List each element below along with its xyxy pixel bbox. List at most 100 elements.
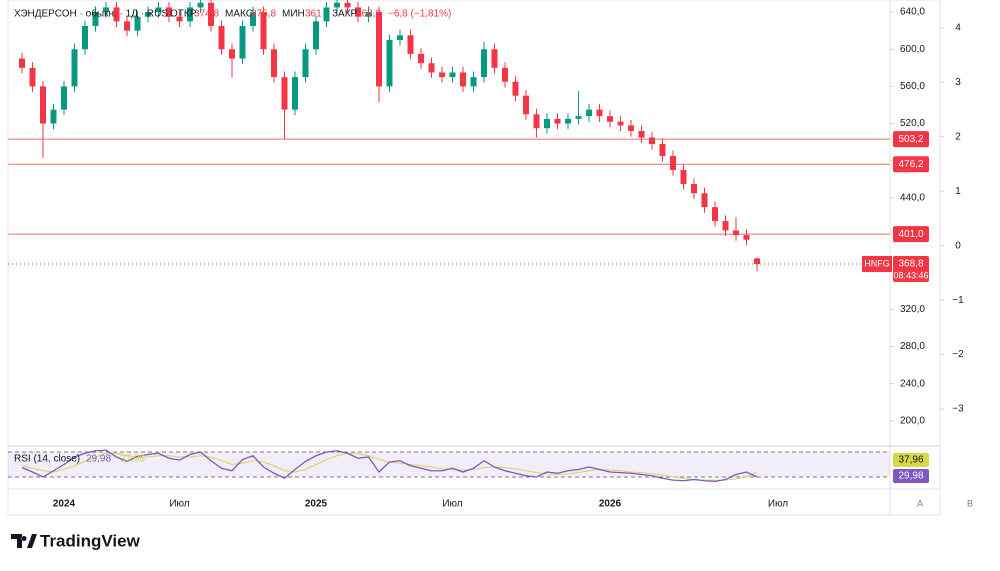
countdown: 08:43:46: [893, 270, 928, 280]
low-name: МИН: [282, 9, 305, 20]
candle-body: [197, 2, 204, 8]
line-label-box: [893, 131, 929, 148]
candle-body: [512, 81, 519, 96]
candle-body: [71, 49, 78, 87]
candle-body: [607, 116, 613, 122]
candle-body: [670, 156, 676, 171]
candle-body: [323, 7, 330, 22]
candle-body: [565, 118, 571, 124]
candle-body: [428, 63, 435, 73]
rsi-value: 29,98: [898, 471, 923, 482]
candle-body: [407, 35, 414, 54]
y-tick-label: 320,0: [900, 304, 925, 315]
candle-body: [617, 121, 624, 126]
candle-body: [292, 77, 298, 110]
candle-body: [680, 170, 687, 184]
candle-body: [722, 221, 729, 231]
candle-body: [386, 39, 393, 87]
candle-body: [218, 26, 225, 50]
candle-body: [239, 26, 246, 59]
candle-body: [250, 12, 256, 27]
y2-tick-label: 4: [955, 22, 961, 33]
candle-body: [313, 21, 319, 50]
line-label: 476,2: [898, 159, 923, 170]
candle-body: [229, 49, 235, 59]
candle-body: [155, 7, 162, 13]
candle-body: [355, 7, 361, 17]
candle-body: [92, 12, 99, 27]
log-button[interactable]: B: [967, 498, 973, 508]
candle-body: [449, 72, 456, 78]
y-tick-label: 440,0: [900, 193, 925, 204]
candle-body: [638, 130, 645, 138]
candle-body: [176, 16, 183, 22]
y2-tick-label: −3: [952, 404, 964, 415]
rsi-legend-value: 37,96: [120, 454, 145, 465]
y-tick-label: 280,0: [900, 341, 925, 352]
candle-body: [82, 26, 88, 50]
logo: [11, 534, 37, 548]
candle-body: [712, 207, 718, 222]
auto-button[interactable]: A: [917, 498, 923, 508]
candle-body: [586, 109, 592, 117]
ticker: HNFG: [864, 258, 890, 268]
high-value: 375,8: [251, 9, 276, 20]
rsi-value-box: [893, 453, 929, 467]
brand: TradingView: [40, 531, 141, 550]
close-value: 368,8: [356, 9, 381, 20]
candle-body: [50, 109, 57, 124]
candle-body: [533, 114, 540, 129]
rsi-title: RSI (14, close): [14, 454, 80, 465]
candle-body: [575, 116, 582, 119]
candle-body: [743, 235, 750, 240]
candle-body: [208, 2, 214, 27]
candle-body: [187, 7, 193, 22]
candle-body: [124, 21, 130, 31]
open-name: ОТКР: [170, 9, 197, 20]
candle-body: [113, 7, 120, 22]
candle-body: [271, 49, 277, 78]
candle-body: [460, 72, 466, 87]
candle-body: [40, 86, 46, 124]
candle-body: [544, 118, 550, 129]
y2-tick-label: 2: [955, 131, 961, 142]
candle-body: [376, 12, 382, 87]
candle-body: [491, 49, 498, 68]
y-tick-label: 240,0: [900, 378, 925, 389]
candle-body: [281, 77, 288, 110]
x-tick-label: 2025: [305, 499, 328, 510]
y-tick-label: 200,0: [900, 415, 925, 426]
candle-body: [554, 118, 561, 124]
rsi-line: [21, 449, 758, 483]
open-value: 374,8: [194, 9, 219, 20]
candle-body: [397, 35, 403, 40]
y-tick-label: 520,0: [900, 118, 925, 129]
y-tick-label: 560,0: [900, 81, 925, 92]
line-label: 401,0: [898, 229, 923, 240]
rsi-legend-value: 29,98: [86, 454, 111, 465]
x-tick-label: 2026: [599, 499, 622, 510]
y2-tick-label: 3: [955, 77, 961, 88]
ticker-box: [862, 256, 892, 273]
rsi-value: 37,96: [898, 455, 923, 466]
candle-body: [302, 49, 309, 78]
candle-body: [29, 67, 36, 87]
line-label-box: [893, 156, 929, 173]
candle-body: [61, 86, 67, 110]
candle-body: [659, 143, 666, 157]
candle-body: [502, 67, 508, 82]
candle-body: [439, 72, 445, 78]
candle-body: [596, 109, 603, 117]
last-price-box: [893, 256, 929, 283]
low-value: 361: [305, 9, 322, 20]
x-tick-label: Июл: [442, 499, 462, 510]
candle-body: [418, 53, 424, 64]
candle-body: [344, 2, 351, 8]
candle-body: [733, 230, 739, 236]
candle-body: [691, 183, 697, 194]
x-tick-label: 2024: [53, 499, 76, 510]
y-tick-label: 640,0: [900, 7, 925, 18]
symbol: ХЭНДЕРСОН · обыкн. · 1Д · RUS: [14, 8, 168, 20]
y-tick-label: 600,0: [900, 44, 925, 55]
